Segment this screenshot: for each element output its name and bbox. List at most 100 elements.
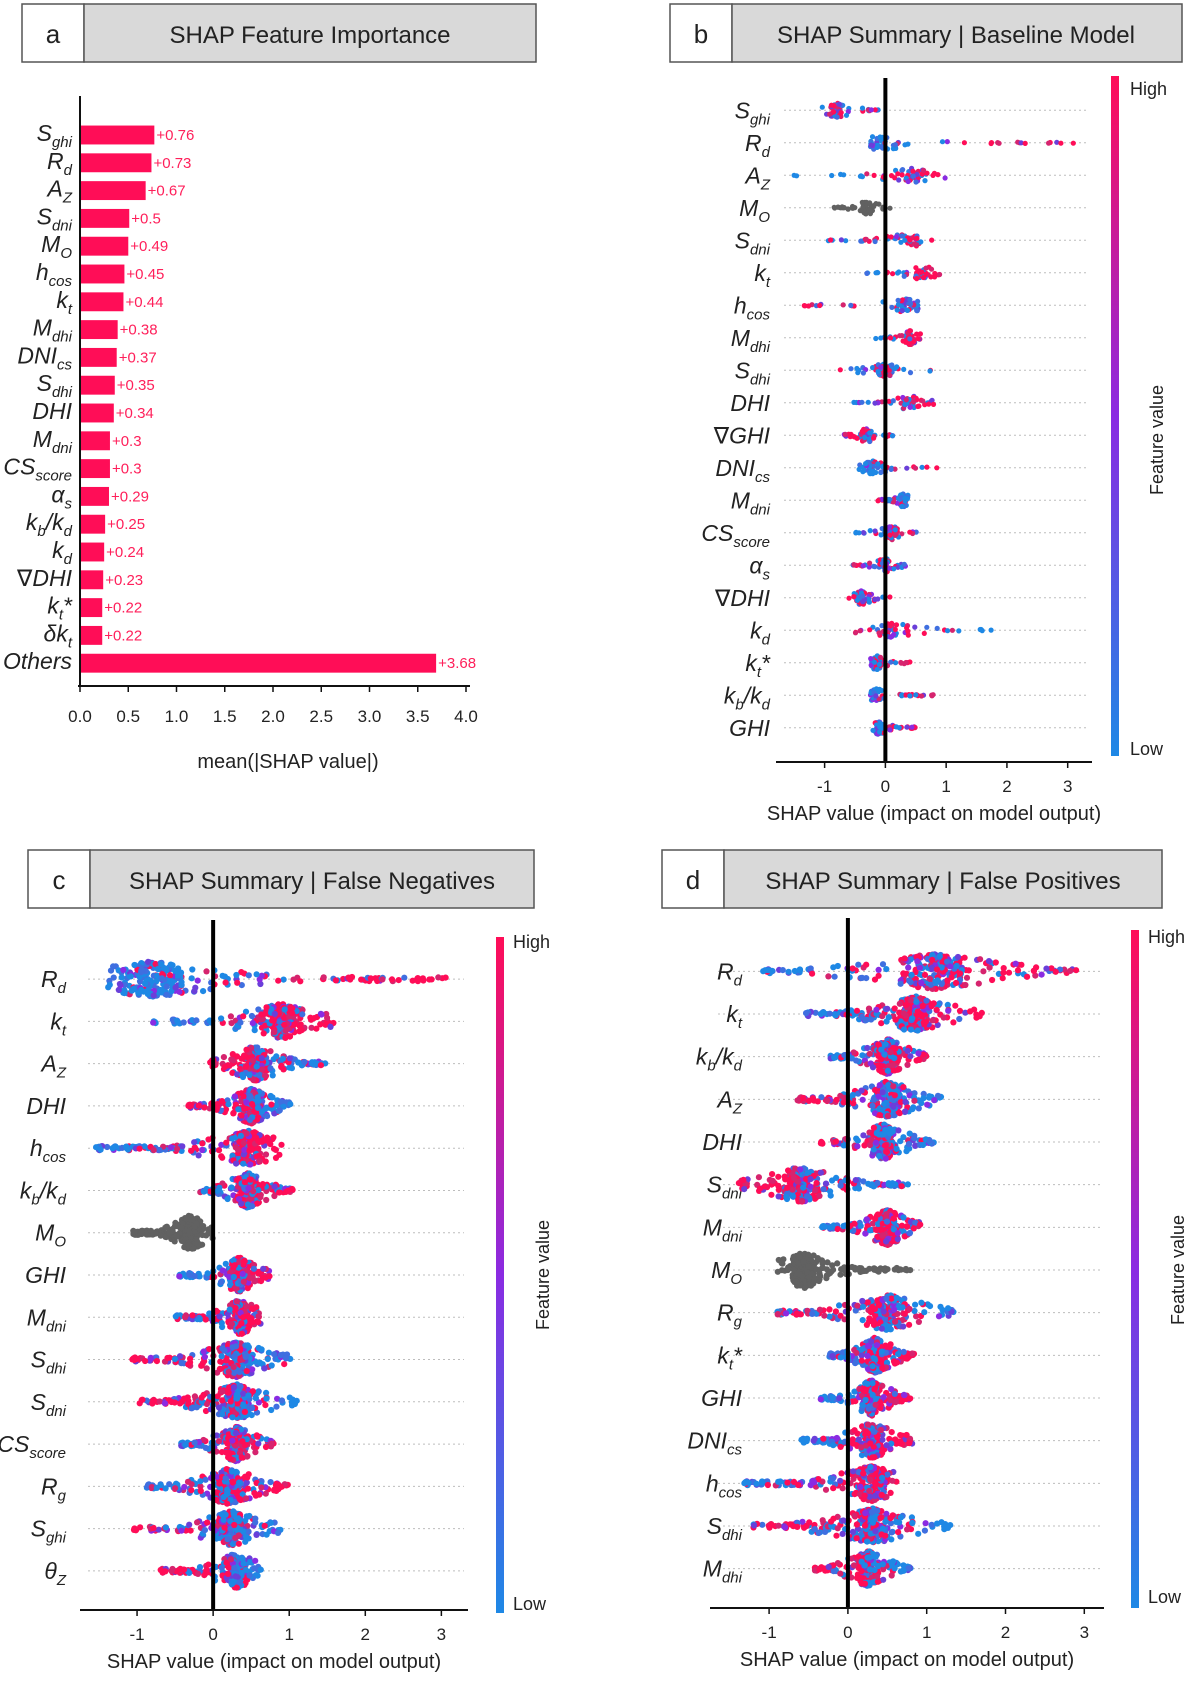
shap-point bbox=[943, 175, 948, 180]
shap-point bbox=[263, 1151, 269, 1157]
shap-point bbox=[924, 465, 929, 470]
shap-point bbox=[280, 1056, 286, 1062]
shap-point bbox=[189, 1312, 195, 1318]
shap-point bbox=[240, 1093, 246, 1099]
bar bbox=[81, 654, 436, 673]
shap-point bbox=[230, 1479, 236, 1485]
shap-point bbox=[902, 402, 907, 407]
shap-point bbox=[228, 1184, 234, 1190]
shap-point bbox=[870, 728, 875, 733]
shap-point bbox=[219, 1397, 225, 1403]
feature-label: Sghi bbox=[37, 120, 73, 151]
feature-label: Sdni bbox=[735, 227, 771, 258]
shap-point bbox=[843, 432, 848, 437]
shap-point bbox=[860, 469, 865, 474]
shap-point bbox=[904, 725, 909, 730]
shap-point bbox=[240, 1271, 246, 1277]
shap-point bbox=[907, 405, 912, 410]
shap-point bbox=[261, 1365, 267, 1371]
shap-point bbox=[864, 271, 869, 276]
shap-point bbox=[262, 1402, 268, 1408]
shap-point bbox=[934, 465, 939, 470]
shap-point bbox=[275, 978, 281, 984]
shap-point bbox=[253, 1395, 259, 1401]
shap-point bbox=[867, 627, 872, 632]
shap-point bbox=[244, 1474, 250, 1480]
shap-point bbox=[251, 1266, 257, 1272]
shap-point bbox=[868, 528, 873, 533]
shap-point bbox=[224, 1501, 230, 1507]
shap-point bbox=[237, 1384, 243, 1390]
shap-point bbox=[841, 302, 846, 307]
shap-point bbox=[240, 1391, 246, 1397]
feature-label: GHI bbox=[729, 715, 771, 741]
shap-point bbox=[410, 978, 416, 984]
shap-point bbox=[183, 1312, 189, 1318]
shap-point bbox=[893, 533, 898, 538]
shap-point bbox=[267, 1048, 273, 1054]
shap-point bbox=[216, 1147, 222, 1153]
shap-point bbox=[202, 1354, 208, 1360]
bar-value-label: +3.68 bbox=[438, 655, 476, 672]
feature-label: kt* bbox=[745, 650, 771, 681]
shap-point bbox=[253, 1304, 259, 1310]
feature-label: MO bbox=[739, 195, 770, 226]
shap-point bbox=[231, 1370, 237, 1376]
shap-point bbox=[223, 1357, 229, 1363]
x-tick-label: 2 bbox=[1002, 777, 1011, 796]
shap-point bbox=[902, 562, 907, 567]
bar bbox=[81, 153, 151, 172]
shap-point bbox=[920, 465, 925, 470]
shap-point bbox=[318, 1011, 324, 1017]
shap-point bbox=[875, 667, 880, 672]
bar-value-label: +0.49 bbox=[130, 238, 168, 255]
shap-point bbox=[858, 239, 863, 244]
shap-point bbox=[233, 972, 239, 978]
bar bbox=[81, 126, 154, 145]
shap-point bbox=[239, 1438, 245, 1444]
panel-c-letter: c bbox=[53, 865, 66, 895]
shap-point bbox=[249, 1146, 255, 1152]
shap-point bbox=[223, 1475, 229, 1481]
shap-point bbox=[817, 303, 822, 308]
shap-point bbox=[203, 1316, 209, 1322]
feature-label: kd bbox=[750, 617, 771, 648]
feature-label: αs bbox=[749, 552, 770, 583]
shap-point bbox=[239, 1072, 245, 1078]
x-tick-label: 0.0 bbox=[68, 707, 92, 726]
shap-point bbox=[151, 1397, 157, 1403]
shap-point bbox=[871, 203, 876, 208]
bar-value-label: +0.5 bbox=[131, 210, 161, 227]
shap-point bbox=[255, 1138, 261, 1144]
shap-point bbox=[145, 959, 151, 965]
shap-point bbox=[426, 976, 432, 982]
shap-point bbox=[859, 400, 864, 405]
shap-point bbox=[163, 1524, 169, 1530]
shap-point bbox=[287, 1395, 293, 1401]
shap-point bbox=[854, 366, 859, 371]
shap-point bbox=[281, 1022, 287, 1028]
shap-point bbox=[287, 1101, 293, 1107]
feature-label: Sdni bbox=[31, 1389, 67, 1420]
shap-point bbox=[198, 1363, 204, 1369]
shap-point bbox=[875, 461, 880, 466]
shap-point bbox=[229, 1136, 235, 1142]
shap-point bbox=[259, 1055, 265, 1061]
shap-point bbox=[232, 1305, 238, 1311]
shap-point bbox=[935, 172, 940, 177]
feature-label: kt bbox=[56, 287, 73, 318]
shap-point bbox=[254, 1432, 260, 1438]
shap-point bbox=[895, 396, 900, 401]
shap-point bbox=[262, 1523, 268, 1529]
shap-point bbox=[891, 632, 896, 637]
shap-point bbox=[890, 271, 895, 276]
shap-point bbox=[827, 112, 832, 117]
shap-point bbox=[889, 173, 894, 178]
shap-point bbox=[123, 1144, 129, 1150]
shap-point bbox=[192, 1440, 198, 1446]
x-tick-label: 0 bbox=[881, 777, 890, 796]
shap-point bbox=[873, 470, 878, 475]
feature-label: Rg bbox=[41, 1473, 67, 1504]
shap-point bbox=[896, 298, 901, 303]
